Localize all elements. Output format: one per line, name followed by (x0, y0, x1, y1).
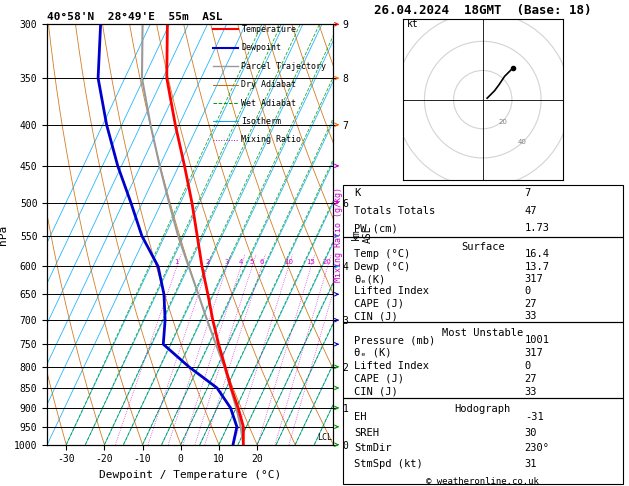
Text: K: K (354, 189, 360, 198)
Y-axis label: hPa: hPa (0, 225, 8, 244)
Text: 0: 0 (525, 361, 531, 371)
Text: 20: 20 (323, 259, 332, 265)
Text: -31: -31 (525, 413, 543, 422)
Text: 6: 6 (259, 259, 264, 265)
Text: θₑ (K): θₑ (K) (354, 348, 391, 358)
Text: 2: 2 (206, 259, 210, 265)
Text: 16.4: 16.4 (525, 249, 550, 260)
Text: Hodograph: Hodograph (455, 404, 511, 414)
Text: 317: 317 (525, 274, 543, 284)
Text: 317: 317 (525, 348, 543, 358)
Text: CIN (J): CIN (J) (354, 387, 398, 397)
Text: 47: 47 (525, 206, 537, 216)
Text: 27: 27 (525, 374, 537, 384)
Text: 31: 31 (525, 459, 537, 469)
Text: Lifted Index: Lifted Index (354, 286, 429, 296)
Text: EH: EH (354, 413, 367, 422)
Text: 10: 10 (284, 259, 293, 265)
Text: 40°58'N  28°49'E  55m  ASL: 40°58'N 28°49'E 55m ASL (47, 12, 223, 22)
Text: 40: 40 (518, 139, 527, 145)
Text: Wet Adiabat: Wet Adiabat (242, 99, 296, 107)
Text: PW (cm): PW (cm) (354, 223, 398, 233)
Text: StmDir: StmDir (354, 443, 391, 453)
Text: 1.73: 1.73 (525, 223, 550, 233)
Text: 30: 30 (525, 428, 537, 438)
Text: CIN (J): CIN (J) (354, 311, 398, 321)
Text: CAPE (J): CAPE (J) (354, 299, 404, 309)
Text: 7: 7 (525, 189, 531, 198)
Text: Parcel Trajectory: Parcel Trajectory (242, 62, 326, 70)
Text: CAPE (J): CAPE (J) (354, 374, 404, 384)
Text: 13.7: 13.7 (525, 262, 550, 272)
Text: Mixing Ratio (g/kg): Mixing Ratio (g/kg) (333, 187, 343, 282)
Text: 27: 27 (525, 299, 537, 309)
Text: 33: 33 (525, 387, 537, 397)
Text: 20: 20 (498, 120, 507, 125)
Text: 26.04.2024  18GMT  (Base: 18): 26.04.2024 18GMT (Base: 18) (374, 4, 591, 17)
Text: Dewpoint: Dewpoint (242, 43, 281, 52)
Text: StmSpd (kt): StmSpd (kt) (354, 459, 423, 469)
Y-axis label: km
ASL: km ASL (351, 226, 372, 243)
Text: Dry Adiabat: Dry Adiabat (242, 80, 296, 89)
Text: © weatheronline.co.uk: © weatheronline.co.uk (426, 476, 539, 486)
Text: 230°: 230° (525, 443, 550, 453)
Text: Mixing Ratio: Mixing Ratio (242, 136, 301, 144)
Text: 4: 4 (238, 259, 243, 265)
Text: Isotherm: Isotherm (242, 117, 281, 126)
Text: Surface: Surface (461, 243, 504, 252)
Text: kt: kt (407, 19, 419, 29)
Text: LCL: LCL (317, 433, 332, 442)
Text: Temp (°C): Temp (°C) (354, 249, 410, 260)
Text: Pressure (mb): Pressure (mb) (354, 335, 435, 345)
Text: Dewp (°C): Dewp (°C) (354, 262, 410, 272)
Text: 0: 0 (525, 286, 531, 296)
Text: Temperature: Temperature (242, 25, 296, 34)
Text: 1001: 1001 (525, 335, 550, 345)
Text: θₑ(K): θₑ(K) (354, 274, 385, 284)
Text: 33: 33 (525, 311, 537, 321)
Text: 5: 5 (250, 259, 254, 265)
Text: SREH: SREH (354, 428, 379, 438)
Text: Lifted Index: Lifted Index (354, 361, 429, 371)
Text: 3: 3 (225, 259, 229, 265)
Text: 1: 1 (174, 259, 179, 265)
X-axis label: Dewpoint / Temperature (°C): Dewpoint / Temperature (°C) (99, 470, 281, 480)
Text: Totals Totals: Totals Totals (354, 206, 435, 216)
Text: 15: 15 (306, 259, 315, 265)
Text: Most Unstable: Most Unstable (442, 328, 523, 338)
